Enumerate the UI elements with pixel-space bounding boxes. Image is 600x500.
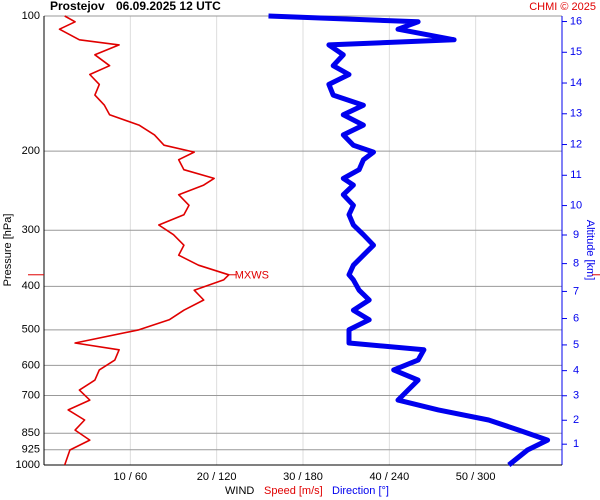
x-tick-label: 10 / 60 <box>114 471 148 483</box>
series-line <box>58 15 230 466</box>
y2-tick-label: 4 <box>573 365 579 377</box>
annotation: MXWS <box>235 270 269 282</box>
y-tick-label: 600 <box>22 359 40 371</box>
x-tick-label: 30 / 180 <box>283 471 323 483</box>
x-tick-label: 50 / 300 <box>456 471 496 483</box>
y-tick-label: 300 <box>22 224 40 236</box>
x-tick-label: 40 / 240 <box>369 471 409 483</box>
y2-tick-label: 15 <box>570 46 582 58</box>
y2-tick-label: 6 <box>573 312 579 324</box>
series-line <box>268 13 551 467</box>
y-tick-label: 500 <box>22 324 40 336</box>
y-tick-label: 850 <box>22 427 40 439</box>
y2-tick-label: 12 <box>570 138 582 150</box>
y2-tick-label: 3 <box>573 390 579 402</box>
y2-tick-label: 13 <box>570 108 582 120</box>
y2-tick-label: 7 <box>573 285 579 297</box>
y-tick-label: 925 <box>22 444 40 456</box>
x-axis-label-direction: Direction [°] <box>332 485 389 497</box>
chart-title: Prostejov <box>50 0 105 13</box>
y2-tick-label: 2 <box>573 414 579 426</box>
y2-tick-label: 16 <box>570 15 582 27</box>
y2-tick-label: 14 <box>570 77 582 89</box>
y2-axis-label: Altitude [km] <box>584 220 596 281</box>
y-tick-label: 200 <box>22 145 40 157</box>
y2-tick-label: 11 <box>570 169 581 181</box>
x-axis-label-speed: Speed [m/s] <box>264 485 323 497</box>
credit: CHMI © 2025 <box>529 1 596 13</box>
y2-tick-label: 1 <box>573 438 579 450</box>
y-tick-label: 400 <box>22 280 40 292</box>
y2-tick-label: 9 <box>573 229 579 241</box>
x-axis-label: WIND <box>225 485 254 497</box>
x-tick-label: 20 / 120 <box>197 471 237 483</box>
y2-tick-label: 10 <box>570 199 582 211</box>
y-axis-label: Pressure [hPa] <box>2 214 14 287</box>
y2-tick-label: 5 <box>573 339 579 351</box>
y-tick-label: 1000 <box>16 459 40 471</box>
y2-tick-label: 8 <box>573 258 579 270</box>
y-tick-label: 100 <box>22 10 40 22</box>
chart-subtitle: 06.09.2025 12 UTC <box>116 0 221 13</box>
y-tick-label: 700 <box>22 389 40 401</box>
